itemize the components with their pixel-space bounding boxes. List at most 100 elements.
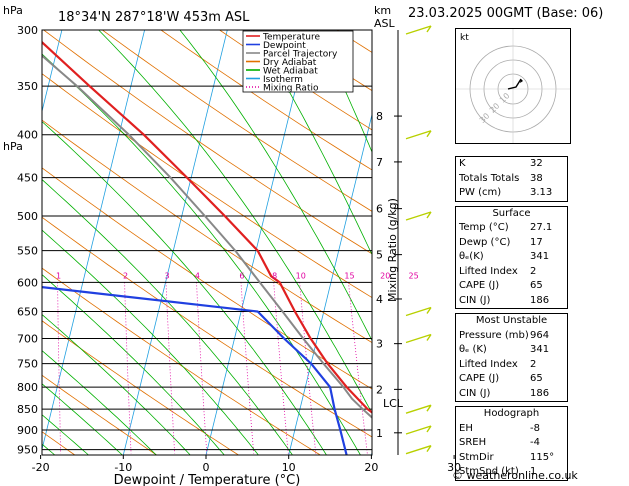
- mixing-ratio-line: [196, 282, 208, 454]
- wind-barb-icon: [405, 333, 432, 344]
- dry-adiabat-line: [42, 216, 372, 438]
- mu-row: Pressure (mb) 964: [456, 329, 567, 344]
- hodograph-ring-label: 10: [498, 91, 512, 105]
- pressure-tick-label: 900: [17, 424, 38, 437]
- x-tick-label: 0: [203, 461, 210, 474]
- hodo-label: StmSpd (kt): [459, 466, 519, 477]
- x-tick-label: 10: [282, 461, 296, 474]
- hodo-value: 1: [530, 466, 537, 477]
- height-tick-label: 8: [376, 110, 383, 123]
- surface-row: Dewp (°C) 17: [456, 236, 567, 251]
- surface-value: 17: [530, 236, 543, 248]
- most-unstable-box: Most Unstable Pressure (mb) 964 θₑ (K) 341 L…: [455, 313, 568, 402]
- hodograph-trace: [507, 78, 522, 90]
- dry-adiabat-line: [42, 320, 239, 455]
- surface-label: Temp (°C): [459, 222, 509, 233]
- pressure-tick-label: 550: [17, 245, 38, 258]
- mixing-ratio-label: 4: [195, 271, 200, 280]
- mixing-ratio-line: [57, 282, 62, 454]
- mu-title: Most Unstable: [475, 315, 548, 326]
- surface-box: Surface Temp (°C) 27.1 Dewp (°C) 17 θₑ(K) 341…: [455, 205, 568, 309]
- wind-barb-icon: [405, 25, 432, 35]
- hodograph-unit-label: kt: [460, 33, 469, 43]
- pressure-tick-label: 500: [17, 210, 38, 223]
- mixing-ratio-label: 25: [408, 271, 418, 280]
- pressure-tick-label: 350: [17, 80, 38, 93]
- xlabel: Dewpoint / Temperature (°C): [114, 473, 301, 486]
- footer-credit: © weatheronline.co.uk: [452, 469, 578, 482]
- wet-adiabat-line: [252, 30, 372, 256]
- surface-value: 186: [530, 294, 550, 306]
- dry-adiabat-line: [571, 30, 629, 455]
- stat-row-pw: PW (cm) 3.13: [459, 187, 553, 198]
- mu-row: CAPE (J) 65: [456, 372, 567, 387]
- legend-box: [242, 30, 354, 93]
- stat-row-tt: Totals Totals 38: [459, 172, 543, 184]
- mu-label: CIN (J): [459, 387, 491, 399]
- surface-row: θₑ(K) 341: [456, 250, 567, 265]
- pressure-tick-label: 750: [17, 358, 38, 371]
- surface-value: 65: [530, 280, 543, 291]
- mu-label: CAPE (J): [459, 373, 500, 384]
- hodo-label: EH: [459, 422, 473, 434]
- hodo-title: Hodograph: [483, 408, 540, 419]
- surface-label: CAPE (J): [459, 280, 500, 291]
- pressure-tick-label: 450: [17, 172, 38, 185]
- pressure-tick-label: 850: [17, 403, 38, 416]
- pressure-unit-label: hPa: [3, 4, 23, 17]
- hodo-value: 115°: [530, 451, 555, 463]
- isotherm-line: [122, 30, 228, 455]
- x-tick-label: -10: [114, 461, 132, 474]
- pressure-tick-label: 600: [17, 276, 38, 289]
- mixing-ratio-label: 3: [164, 271, 169, 280]
- wind-barb-icon: [405, 445, 432, 455]
- dry-adiabat-line: [42, 167, 372, 390]
- mixing-ratio-line: [348, 282, 368, 454]
- legend-label: Parcel Trajectory: [263, 50, 338, 60]
- height-tick-label: 1: [376, 427, 383, 440]
- height-unit2-label: ASL: [374, 17, 396, 30]
- surface-title: Surface: [492, 207, 531, 219]
- mu-value: 341: [530, 344, 550, 355]
- hodograph-ring-label: 20: [488, 101, 502, 115]
- mu-label: θₑ (K): [459, 344, 487, 355]
- header-datetime: 23.03.2025 00GMT (Base: 06): [408, 6, 604, 21]
- surface-row: CAPE (J) 65: [456, 279, 567, 294]
- height-tick-label: 5: [376, 249, 383, 262]
- mixing-ratio-line: [384, 282, 405, 453]
- height-tick-label: 7: [376, 156, 383, 169]
- hodograph-arrow-icon: [520, 79, 523, 83]
- hodograph-stats-box: Hodograph EH -8 SREH -4 StmDir 115° StmSpd (kt…: [455, 406, 568, 481]
- dry-adiabat-line: [102, 30, 372, 212]
- mixing-ratio-label: 8: [272, 271, 277, 280]
- surface-row: Temp (°C) 27.1: [456, 221, 567, 236]
- isotherm-line: [42, 30, 63, 114]
- location-label: 18°34'N 287°18'W 453m ASL: [58, 10, 250, 25]
- surface-label: CIN (J): [459, 294, 491, 306]
- dry-adiabat-line: [42, 119, 372, 344]
- wet-adiabat-line: [42, 383, 123, 455]
- surface-row: Lifted Index 2: [456, 265, 567, 280]
- mu-label: Pressure (mb): [459, 329, 529, 341]
- legend-label: Mixing Ratio: [263, 84, 319, 94]
- x-tick-label: -20: [32, 461, 50, 474]
- pressure-tick-label: 800: [17, 381, 38, 394]
- isotherm-line: [205, 30, 311, 455]
- pressure-tick-label: 700: [17, 332, 38, 345]
- stat-row-k: K 32: [459, 158, 543, 169]
- stats-panel: K 32 Totals Totals 38 PW (cm) 3.13 Surface …: [455, 156, 568, 485]
- wind-barb-icon: [405, 404, 432, 414]
- dry-adiabat-line: [42, 267, 321, 455]
- hodo-row: StmSpd (kt) 1: [456, 465, 567, 480]
- isotherm-line: [620, 30, 629, 455]
- mu-row: CIN (J) 186: [456, 387, 567, 402]
- parcel-trajectory-profile: [42, 54, 372, 419]
- surface-value: 27.1: [530, 222, 553, 233]
- wet-adiabat-line: [42, 414, 90, 455]
- mixing-ratio-label: 15: [344, 271, 354, 280]
- ylabel-right: Mixing Ratio (g/kg): [386, 198, 399, 302]
- hodo-value: -4: [530, 437, 540, 448]
- mu-value: 65: [530, 373, 543, 384]
- pressure-tick-label: 300: [17, 24, 38, 37]
